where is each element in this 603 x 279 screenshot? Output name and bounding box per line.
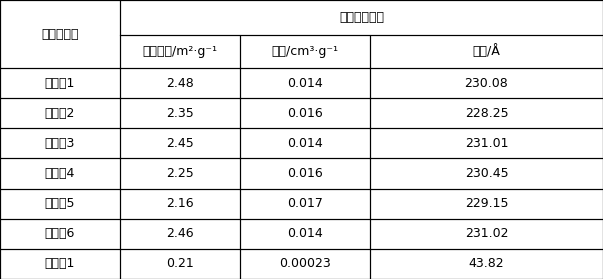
Text: 0.016: 0.016 bbox=[287, 167, 323, 180]
Text: 比表面积/m²·g⁻¹: 比表面积/m²·g⁻¹ bbox=[142, 45, 218, 58]
Text: 0.00023: 0.00023 bbox=[279, 258, 331, 270]
Text: 2.48: 2.48 bbox=[166, 76, 194, 90]
Text: 0.014: 0.014 bbox=[287, 137, 323, 150]
Text: 0.017: 0.017 bbox=[287, 197, 323, 210]
Text: 230.45: 230.45 bbox=[465, 167, 508, 180]
Text: 0.014: 0.014 bbox=[287, 227, 323, 240]
Text: 2.45: 2.45 bbox=[166, 137, 194, 150]
Text: 实施例4: 实施例4 bbox=[45, 167, 75, 180]
Text: 0.014: 0.014 bbox=[287, 76, 323, 90]
Text: 43.82: 43.82 bbox=[469, 258, 504, 270]
Text: 实施例1: 实施例1 bbox=[45, 76, 75, 90]
Text: 231.01: 231.01 bbox=[465, 137, 508, 150]
Text: 实施例5: 实施例5 bbox=[45, 197, 75, 210]
Text: 实施例3: 实施例3 bbox=[45, 137, 75, 150]
Text: 实施例6: 实施例6 bbox=[45, 227, 75, 240]
Text: 孔径/Å: 孔径/Å bbox=[473, 45, 500, 59]
Text: 实施例2: 实施例2 bbox=[45, 107, 75, 120]
Text: 0.016: 0.016 bbox=[287, 107, 323, 120]
Text: 孔容/cm³·g⁻¹: 孔容/cm³·g⁻¹ bbox=[271, 45, 338, 58]
Text: 比较例1: 比较例1 bbox=[45, 258, 75, 270]
Text: 催化剂类型: 催化剂类型 bbox=[41, 28, 79, 40]
Text: 2.35: 2.35 bbox=[166, 107, 194, 120]
Text: 2.16: 2.16 bbox=[166, 197, 194, 210]
Text: 催化剂孔结构: 催化剂孔结构 bbox=[339, 11, 384, 24]
Text: 2.46: 2.46 bbox=[166, 227, 194, 240]
Text: 2.25: 2.25 bbox=[166, 167, 194, 180]
Text: 231.02: 231.02 bbox=[465, 227, 508, 240]
Text: 229.15: 229.15 bbox=[465, 197, 508, 210]
Text: 228.25: 228.25 bbox=[465, 107, 508, 120]
Text: 230.08: 230.08 bbox=[465, 76, 508, 90]
Text: 0.21: 0.21 bbox=[166, 258, 194, 270]
